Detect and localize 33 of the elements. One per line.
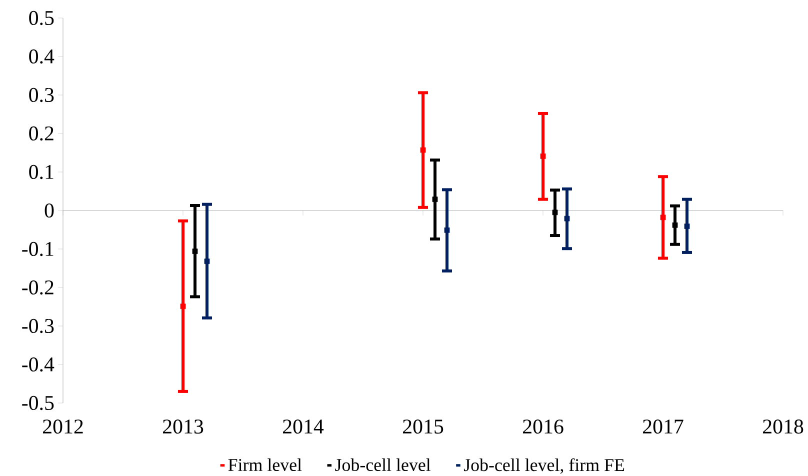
point bbox=[684, 224, 690, 229]
point bbox=[180, 304, 186, 310]
point bbox=[540, 154, 546, 159]
y-tick-label: -0.5 bbox=[22, 396, 54, 410]
x-tick-label: 2015 bbox=[403, 420, 444, 434]
x-tick-label: 2018 bbox=[763, 420, 804, 434]
point bbox=[672, 222, 678, 228]
y-tick-label: -0.4 bbox=[22, 357, 54, 372]
y-tick-label: -0.3 bbox=[22, 318, 54, 334]
y-tick-label: 0.3 bbox=[29, 88, 54, 102]
y-tick-label: 0.2 bbox=[29, 126, 54, 141]
point bbox=[564, 216, 570, 222]
y-tick-label: -0.1 bbox=[22, 242, 54, 256]
y-tick-label: 0.4 bbox=[29, 49, 54, 64]
legend-label: Job-cell level, firm FE bbox=[464, 458, 624, 474]
point bbox=[204, 258, 210, 264]
y-tick-label: 0.5 bbox=[29, 10, 54, 26]
legend-label: Job-cell level bbox=[335, 458, 430, 472]
point bbox=[552, 210, 558, 216]
y-tick-label: 0 bbox=[44, 203, 54, 218]
x-tick-label: 2017 bbox=[643, 420, 684, 434]
point bbox=[192, 248, 198, 254]
y-tick-label: 0.1 bbox=[29, 164, 54, 180]
x-tick-label: 2013 bbox=[163, 420, 204, 434]
point bbox=[432, 196, 438, 202]
x-tick-label: 2016 bbox=[523, 420, 564, 434]
x-tick-label: 2012 bbox=[43, 420, 83, 434]
x-tick-label: 2014 bbox=[283, 420, 324, 434]
point bbox=[444, 227, 450, 233]
y-tick-label: -0.2 bbox=[22, 280, 54, 295]
point bbox=[420, 147, 426, 153]
legend-label: Firm level bbox=[228, 458, 302, 472]
point bbox=[660, 214, 666, 220]
